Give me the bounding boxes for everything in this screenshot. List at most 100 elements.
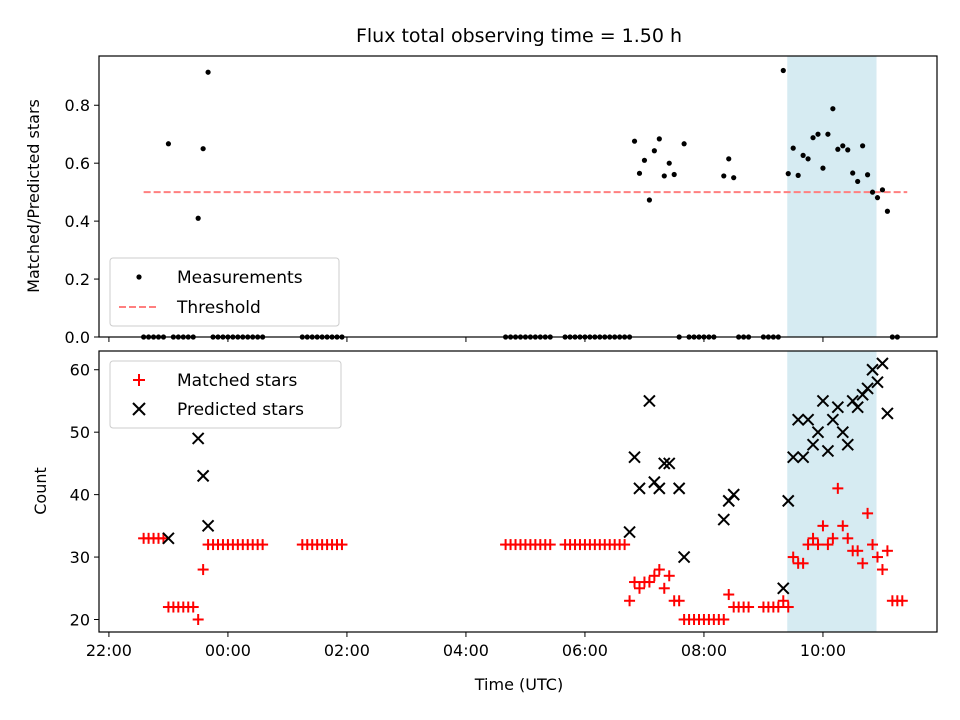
measurements-point [636,170,643,176]
matched-stars-point [643,576,655,588]
matched-stars-point [544,539,556,551]
bottom-panel: 20 30 40 50 60 22:00 00:00 02:00 04:00 06:00 08:0… [31,350,938,694]
matched-stars-point [663,570,675,582]
chart-title: Flux total observing time = 1.50 h [356,25,682,47]
matched-stars-point [797,557,809,569]
matched-stars-point [653,564,665,576]
predicted-stars-point [653,482,666,495]
y-tick-label: 0.6 [65,154,90,173]
x-tick-label: 02:00 [324,641,370,660]
measurements-point [641,157,648,163]
y-tick-label: 50 [70,423,90,442]
measurements-point [825,131,831,137]
bottom-y-axis-label: Count [31,467,50,515]
bottom-y-axis: 20 30 40 50 60 [70,361,99,630]
predicted-stars-point [841,438,854,451]
top-y-axis: 0.0 0.2 0.4 0.6 0.8 [65,96,99,347]
bottom-axes-frame [98,350,938,633]
matched-stars-point [187,601,199,613]
matched-stars-point [857,557,869,569]
x-tick-label: 00:00 [205,641,251,660]
matched-stars-point [862,507,874,519]
measurements-point [205,69,211,75]
predicted-stars-point [866,363,879,376]
matched-stars-point [192,614,204,626]
matched-stars-point [629,576,641,588]
top-x-ticks [108,337,824,342]
bottom-legend: Matched stars Predicted stars [109,360,342,429]
measurements-point [830,106,836,112]
x-tick-label: 06:00 [562,641,608,660]
matched-stars-point [827,532,839,544]
measurements-point [785,171,791,177]
measurements-point [879,187,886,193]
matched-stars-point [807,532,819,544]
x-axis-label: Time (UTC) [474,675,563,694]
top-axes-frame [98,55,938,338]
y-tick-label: 0.2 [65,270,90,289]
measurements-point [810,135,816,141]
predicted-stars-point [196,469,210,483]
legend-threshold-label: Threshold [176,298,261,318]
measurements-point [651,148,657,154]
predicted-stars-point [826,413,840,426]
matched-stars-point [822,539,834,551]
predicted-stars-point [861,382,874,395]
predicted-stars-point [191,432,205,445]
predicted-stars-point [623,525,636,539]
matched-stars-point [619,539,631,551]
predicted-stars-point [663,457,676,470]
matched-stars-point [336,539,348,551]
legend-measurements-label: Measurements [177,268,303,288]
predicted-stars-point [791,413,805,426]
measurements-point [195,215,201,221]
matched-stars-point [197,564,209,576]
top-y-axis-label: Matched/Predicted stars [24,99,43,293]
measurements-point [874,195,881,201]
predicted-stars-point [672,482,686,495]
top-legend-box [109,257,340,327]
measurements-point [820,165,826,171]
matched-stars-point [658,582,670,594]
matched-stars-point [867,539,879,551]
matched-stars-point [881,545,893,557]
top-legend: Measurements Threshold [109,257,340,327]
predicted-stars-point [811,425,825,439]
matched-stars-point [832,482,844,494]
measurements-point [805,156,811,162]
predicted-stars-point [831,400,845,414]
matched-stars-point [633,582,645,594]
measurements-point [845,147,851,153]
y-tick-label: 20 [70,611,90,630]
predicted-stars-point [806,438,820,451]
y-tick-label: 0.8 [65,96,90,115]
predicted-stars-point [633,482,646,495]
matched-stars-point [777,595,789,607]
measurements-point [835,146,841,152]
matched-stars-point [876,564,888,576]
top-panel: 0.00.20.40.60.8 Matched/Predicted stars … [24,55,938,347]
matched-stars-point [812,539,824,551]
bottom-plot-marks [138,357,908,626]
measurements-point [860,143,866,149]
matched-stars-point [743,601,755,613]
measurements-point [855,178,861,185]
matched-stars-point [787,551,799,563]
y-tick-label: 60 [70,361,90,380]
predicted-stars-point [162,532,175,545]
matched-stars-point [837,520,849,532]
matched-stars-point [782,601,794,613]
predicted-stars-point [821,444,835,458]
predicted-stars-point [836,425,849,439]
top-highlight-span [787,56,877,337]
predicted-stars-point [871,376,884,389]
measurements-point [721,173,727,179]
measurements-point [800,152,806,158]
predicted-stars-point [677,550,691,564]
matched-stars-point [817,520,829,532]
matched-stars-point [257,539,269,551]
measurements-point [165,141,172,147]
matched-stars-point [772,601,784,613]
y-tick-label: 30 [70,548,90,567]
measurements-point [869,189,876,195]
